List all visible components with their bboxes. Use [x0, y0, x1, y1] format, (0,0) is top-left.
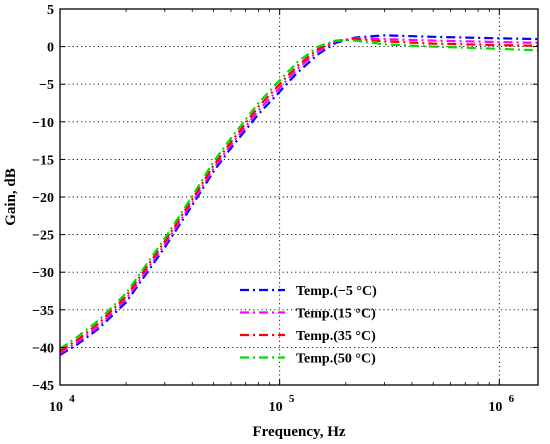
legend-label-3: Temp.(50 °C): [296, 352, 376, 367]
y-tick-label: 0: [47, 41, 54, 56]
y-tick-label: −40: [32, 341, 54, 356]
x-tick-exponent: 5: [289, 393, 295, 405]
legend-label-1: Temp.(15 °C): [296, 307, 376, 322]
y-tick-label: −10: [32, 116, 54, 131]
y-tick-label: −20: [32, 191, 54, 206]
y-tick-label: −25: [32, 229, 54, 244]
series-line-2: [59, 37, 539, 353]
x-tick-label: 10: [488, 400, 502, 415]
x-tick-exponent: 4: [69, 393, 75, 405]
x-tick-exponent: 6: [509, 393, 515, 405]
y-tick-label: 5: [47, 3, 54, 18]
y-tick-label: −30: [32, 266, 54, 281]
series-line-1: [59, 37, 539, 355]
y-tick-label: −15: [32, 153, 54, 168]
legend-label-0: Temp.(−5 °C): [296, 284, 377, 299]
y-axis-label: Gain, dB: [3, 168, 19, 226]
series-line-0: [59, 34, 539, 356]
tick-layer: 5 0 −5 −10 −15 −20 −25 −30 −35 −40 −45 10 4 10 5 10 6: [32, 3, 538, 415]
x-tick-label: 10: [269, 400, 283, 415]
y-tick-label: −5: [39, 78, 54, 93]
y-tick-label: −45: [32, 379, 54, 394]
series-layer: [59, 34, 539, 356]
legend-label-2: Temp.(35 °C): [296, 329, 376, 344]
x-tick-label: 10: [49, 400, 63, 415]
x-axis-label: Frequency, Hz: [252, 424, 345, 440]
legend: Temp.(−5 °C) Temp.(15 °C) Temp.(35 °C) Temp…: [240, 284, 377, 367]
series-line-3: [59, 39, 539, 350]
y-tick-label: −35: [32, 304, 54, 319]
